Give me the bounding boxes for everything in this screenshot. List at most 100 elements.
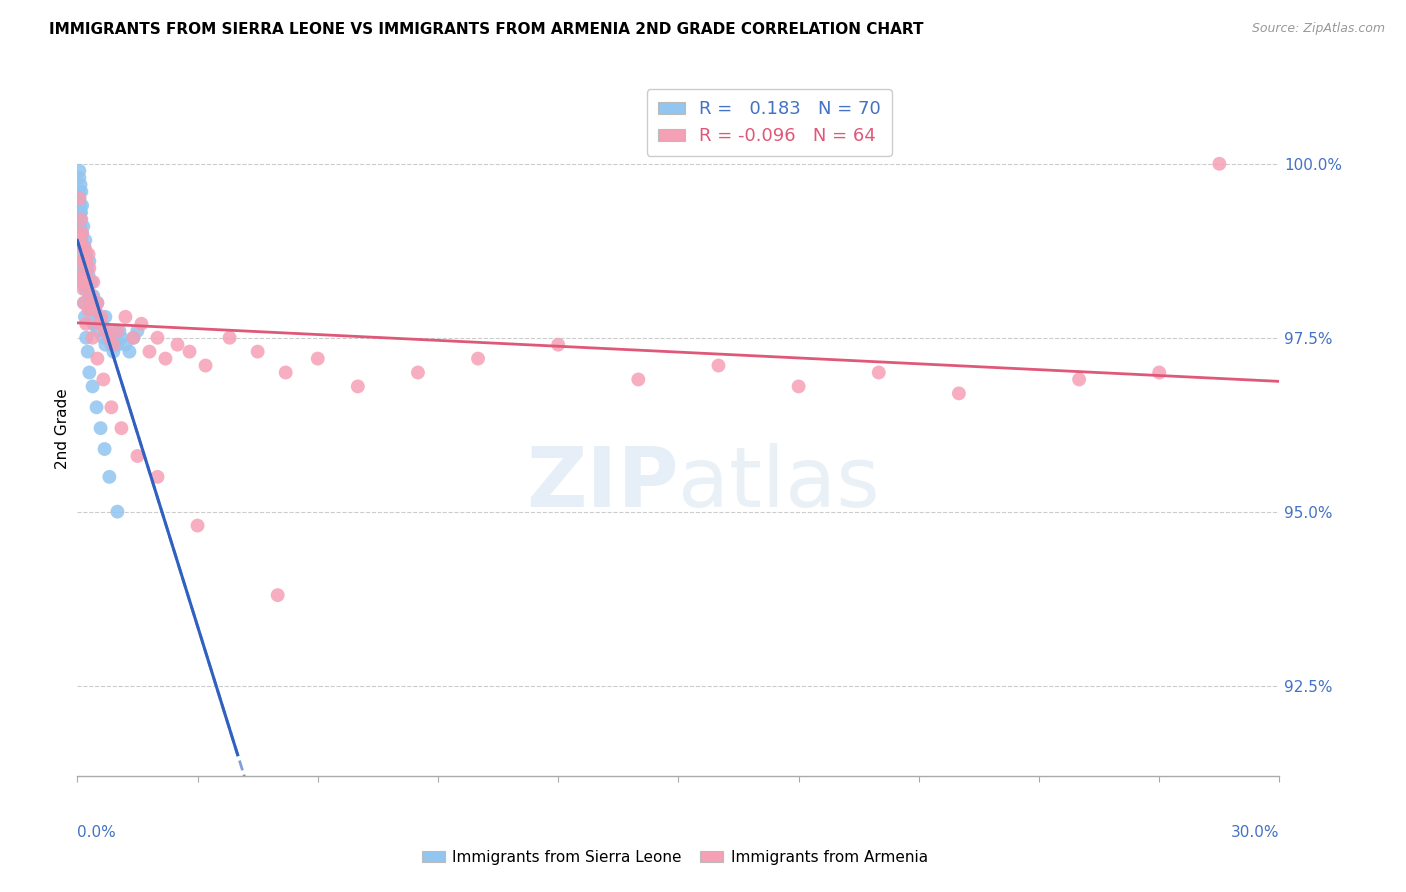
Point xyxy=(89,317,111,331)
Point xyxy=(73,296,96,310)
Point xyxy=(79,254,101,268)
Point xyxy=(75,282,97,296)
Point xyxy=(82,317,104,331)
Point xyxy=(67,170,90,185)
Point xyxy=(80,302,103,317)
Point xyxy=(67,192,90,206)
Point xyxy=(86,351,108,366)
Point xyxy=(114,337,136,351)
Point xyxy=(70,268,93,282)
Point xyxy=(76,282,98,296)
Point xyxy=(118,344,141,359)
Point xyxy=(86,401,108,415)
Point xyxy=(84,302,107,317)
Point xyxy=(187,518,209,533)
Point xyxy=(73,240,96,254)
Point xyxy=(122,331,145,345)
Text: IMMIGRANTS FROM SIERRA LEONE VS IMMIGRANTS FROM ARMENIA 2ND GRADE CORRELATION CH: IMMIGRANTS FROM SIERRA LEONE VS IMMIGRAN… xyxy=(49,22,924,37)
Point xyxy=(86,296,108,310)
Point xyxy=(76,261,98,276)
Point xyxy=(69,205,91,219)
Point xyxy=(100,401,122,415)
Point xyxy=(107,337,129,351)
Point xyxy=(80,289,103,303)
Point xyxy=(67,192,90,206)
Point xyxy=(75,317,97,331)
Point xyxy=(75,233,97,247)
Point xyxy=(70,227,93,241)
Point xyxy=(70,198,93,212)
Point xyxy=(218,331,240,345)
Point xyxy=(72,275,94,289)
Point xyxy=(77,247,100,261)
Point xyxy=(1208,157,1230,171)
Point xyxy=(86,296,108,310)
Point xyxy=(70,227,93,241)
Point xyxy=(69,212,91,227)
Point xyxy=(82,331,104,345)
Point xyxy=(347,379,370,393)
Text: 0.0%: 0.0% xyxy=(77,825,117,840)
Point xyxy=(98,470,121,484)
Point xyxy=(94,324,117,338)
Point xyxy=(70,185,93,199)
Y-axis label: 2nd Grade: 2nd Grade xyxy=(55,388,70,468)
Point xyxy=(75,254,97,268)
Point xyxy=(90,317,112,331)
Point xyxy=(72,247,94,261)
Point xyxy=(86,324,108,338)
Point xyxy=(307,351,329,366)
Point xyxy=(76,275,98,289)
Point xyxy=(69,227,91,241)
Point xyxy=(93,331,115,345)
Point xyxy=(179,344,201,359)
Point xyxy=(146,470,169,484)
Point xyxy=(82,275,104,289)
Point xyxy=(84,302,107,317)
Point xyxy=(93,372,115,386)
Point xyxy=(67,227,90,241)
Point xyxy=(114,310,136,324)
Point xyxy=(948,386,970,401)
Point xyxy=(70,205,93,219)
Point xyxy=(246,344,269,359)
Point xyxy=(69,233,91,247)
Point xyxy=(627,372,650,386)
Point xyxy=(98,331,121,345)
Point xyxy=(100,337,122,351)
Point xyxy=(89,310,111,324)
Point xyxy=(103,337,125,351)
Point xyxy=(70,212,93,227)
Point xyxy=(70,240,93,254)
Point xyxy=(96,324,118,338)
Point xyxy=(787,379,810,393)
Point xyxy=(77,268,100,282)
Point xyxy=(73,261,96,276)
Point xyxy=(70,254,93,268)
Point xyxy=(127,324,149,338)
Point xyxy=(73,310,96,324)
Point xyxy=(194,359,217,373)
Point xyxy=(79,366,101,380)
Point xyxy=(70,254,93,268)
Point xyxy=(73,240,96,254)
Point xyxy=(70,261,93,276)
Point xyxy=(82,289,104,303)
Text: 30.0%: 30.0% xyxy=(1232,825,1279,840)
Point xyxy=(127,449,149,463)
Text: ZIP: ZIP xyxy=(526,443,679,524)
Point xyxy=(93,442,115,456)
Point xyxy=(90,310,112,324)
Point xyxy=(107,324,129,338)
Point xyxy=(69,178,91,192)
Point xyxy=(104,331,127,345)
Point xyxy=(406,366,429,380)
Legend: Immigrants from Sierra Leone, Immigrants from Armenia: Immigrants from Sierra Leone, Immigrants… xyxy=(416,844,934,871)
Point xyxy=(90,421,112,435)
Point xyxy=(79,289,101,303)
Point xyxy=(67,185,90,199)
Point xyxy=(70,233,93,247)
Point xyxy=(1069,372,1091,386)
Point xyxy=(82,379,104,393)
Text: Source: ZipAtlas.com: Source: ZipAtlas.com xyxy=(1251,22,1385,36)
